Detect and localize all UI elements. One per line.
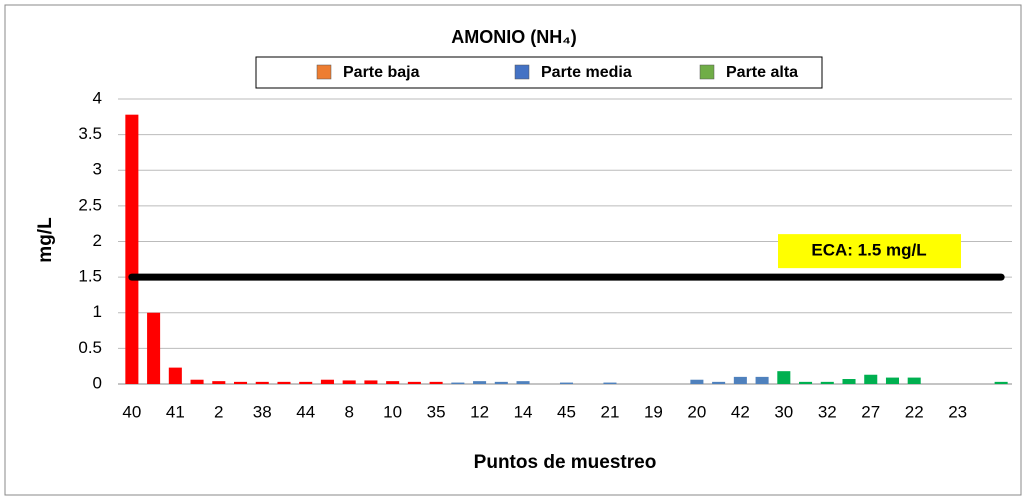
x-tick-label: 32 xyxy=(818,402,837,421)
bar xyxy=(733,376,747,384)
x-tick-label: 45 xyxy=(557,402,576,421)
bar xyxy=(473,381,487,384)
y-tick-label: 2.5 xyxy=(78,195,102,214)
bar xyxy=(429,381,443,384)
bar xyxy=(255,381,269,384)
x-tick-label: 27 xyxy=(861,402,880,421)
legend-swatch xyxy=(316,64,332,80)
chart-title: AMONIO (NH₄) xyxy=(451,27,577,47)
threshold-label: ECA: 1.5 mg/L xyxy=(811,241,926,260)
x-tick-label: 30 xyxy=(774,402,793,421)
y-tick-label: 0.5 xyxy=(78,338,102,357)
bar xyxy=(603,382,617,384)
bar xyxy=(125,114,139,385)
x-tick-label: 14 xyxy=(514,402,533,421)
x-tick-label: 10 xyxy=(383,402,402,421)
bar xyxy=(342,380,356,384)
bar xyxy=(147,312,161,384)
legend-swatch xyxy=(514,64,530,80)
y-tick-label: 1.5 xyxy=(78,267,102,286)
x-tick-label: 41 xyxy=(166,402,185,421)
legend-swatch xyxy=(699,64,715,80)
bar xyxy=(494,381,508,384)
y-tick-label: 0 xyxy=(93,373,102,392)
bar xyxy=(386,381,400,384)
bar xyxy=(451,382,465,384)
bar xyxy=(516,381,530,384)
bar xyxy=(712,381,726,384)
x-tick-label: 35 xyxy=(427,402,446,421)
threshold-label-box xyxy=(778,234,961,269)
legend-box xyxy=(255,56,823,89)
x-tick-label: 21 xyxy=(601,402,620,421)
x-tick-label: 40 xyxy=(122,402,141,421)
bar xyxy=(994,381,1008,384)
x-tick-label: 44 xyxy=(296,402,315,421)
x-tick-label: 19 xyxy=(644,402,663,421)
legend-label: Parte media xyxy=(541,64,632,81)
bar xyxy=(864,374,878,384)
bar xyxy=(234,381,248,384)
bar xyxy=(559,382,574,384)
x-tick-label: 23 xyxy=(948,402,967,421)
x-axis-label: Puntos de muestreo xyxy=(474,452,657,473)
bar xyxy=(277,381,291,384)
y-tick-label: 3.5 xyxy=(78,124,102,143)
bar xyxy=(212,381,226,384)
bar xyxy=(364,380,378,384)
bar xyxy=(842,379,856,384)
bar xyxy=(299,381,313,384)
x-tick-label: 38 xyxy=(253,402,272,421)
bar xyxy=(190,379,204,384)
bar xyxy=(755,376,769,384)
x-tick-label: 42 xyxy=(731,402,750,421)
bar xyxy=(799,381,813,384)
x-tick-label: 2 xyxy=(214,402,223,421)
legend-label: Parte alta xyxy=(726,64,798,81)
y-tick-label: 2 xyxy=(93,231,102,250)
y-tick-label: 3 xyxy=(93,160,102,179)
x-tick-label: 12 xyxy=(470,402,489,421)
y-tick-label: 1 xyxy=(93,302,102,321)
x-tick-label: 20 xyxy=(687,402,706,421)
bar xyxy=(907,377,921,384)
x-tick-label: 8 xyxy=(344,402,353,421)
bar xyxy=(690,379,704,384)
bar xyxy=(777,371,791,384)
bar xyxy=(820,381,834,384)
x-tick-label: 22 xyxy=(905,402,924,421)
bar xyxy=(885,377,899,384)
bar xyxy=(320,379,334,384)
y-axis-label: mg/L xyxy=(35,217,56,263)
y-tick-label: 4 xyxy=(93,88,102,107)
legend-label: Parte baja xyxy=(343,64,420,81)
bar xyxy=(407,381,421,384)
bar xyxy=(168,367,182,384)
